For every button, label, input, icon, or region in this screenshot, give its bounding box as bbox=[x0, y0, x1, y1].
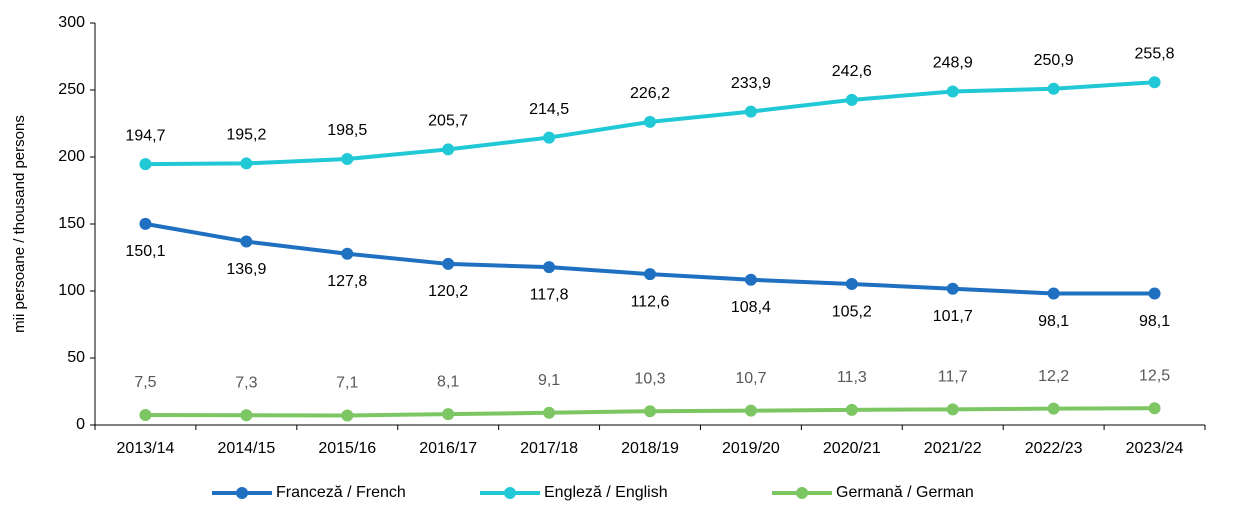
point bbox=[1047, 82, 1060, 95]
x-tick-label: 2014/15 bbox=[217, 440, 275, 457]
y-tick-label: 100 bbox=[58, 282, 85, 299]
data-label: 98,1 bbox=[1038, 313, 1069, 330]
x-tick-label: 2019/20 bbox=[722, 440, 780, 457]
series-line bbox=[145, 221, 1155, 296]
point bbox=[240, 157, 253, 170]
y-tick-label: 300 bbox=[58, 14, 85, 31]
x-tick-label: 2016/17 bbox=[419, 440, 477, 457]
point bbox=[744, 404, 757, 417]
point bbox=[744, 105, 757, 118]
x-tick-label: 2020/21 bbox=[823, 440, 881, 457]
legend-label: Franceză / French bbox=[276, 484, 406, 501]
data-label: 105,2 bbox=[832, 303, 872, 320]
point bbox=[946, 403, 959, 416]
data-label: 10,7 bbox=[735, 370, 766, 387]
data-label: 8,1 bbox=[437, 373, 459, 390]
legend-marker bbox=[236, 487, 248, 499]
data-label: 136,9 bbox=[226, 261, 266, 278]
point bbox=[1047, 402, 1060, 415]
point bbox=[644, 405, 656, 418]
x-tick-label: 2022/23 bbox=[1025, 440, 1083, 457]
data-label: 127,8 bbox=[327, 273, 367, 290]
data-label: 10,3 bbox=[634, 370, 665, 387]
point bbox=[543, 131, 556, 144]
data-label: 12,2 bbox=[1038, 368, 1069, 385]
x-tick-label: 2023/24 bbox=[1126, 440, 1184, 457]
point bbox=[341, 153, 354, 166]
y-axis-label: mii persoane / thousand persons bbox=[11, 115, 28, 333]
point bbox=[744, 273, 757, 286]
point bbox=[1148, 287, 1161, 300]
data-label: 150,1 bbox=[125, 243, 165, 260]
legend-marker bbox=[504, 487, 516, 499]
data-label: 226,2 bbox=[630, 85, 670, 102]
data-label: 7,3 bbox=[235, 374, 257, 391]
data-label: 11,7 bbox=[938, 369, 968, 386]
point bbox=[442, 143, 455, 156]
y-tick-label: 150 bbox=[58, 215, 85, 232]
point bbox=[946, 282, 959, 295]
data-label: 198,5 bbox=[327, 122, 367, 139]
y-tick-label: 200 bbox=[58, 148, 85, 165]
legend-label: Germană / German bbox=[836, 484, 974, 501]
point bbox=[139, 158, 152, 171]
point bbox=[240, 235, 253, 248]
x-tick-label: 2017/18 bbox=[520, 440, 578, 457]
data-label: 12,5 bbox=[1139, 367, 1170, 384]
data-label: 205,7 bbox=[428, 113, 468, 130]
point bbox=[1047, 287, 1060, 300]
data-label: 7,1 bbox=[336, 375, 358, 392]
x-tick-label: 2018/19 bbox=[621, 440, 679, 457]
data-label: 233,9 bbox=[731, 75, 771, 92]
point bbox=[644, 115, 656, 128]
data-label: 98,1 bbox=[1139, 313, 1170, 330]
y-tick-label: 50 bbox=[67, 349, 85, 366]
x-tick-label: 2021/22 bbox=[924, 440, 982, 457]
x-tick-label: 2015/16 bbox=[318, 440, 376, 457]
point bbox=[341, 247, 354, 260]
data-label: 120,2 bbox=[428, 283, 468, 300]
legend-marker bbox=[796, 487, 808, 499]
point bbox=[845, 403, 858, 416]
point bbox=[644, 268, 656, 281]
point bbox=[1148, 76, 1161, 89]
y-tick-label: 0 bbox=[76, 416, 85, 433]
data-label: 101,7 bbox=[933, 308, 973, 325]
point bbox=[139, 217, 152, 230]
data-label: 11,3 bbox=[837, 369, 867, 386]
data-label: 108,4 bbox=[731, 299, 771, 316]
data-label: 112,6 bbox=[631, 293, 670, 310]
data-label: 7,5 bbox=[134, 374, 156, 391]
data-label: 117,8 bbox=[530, 286, 569, 303]
data-label: 9,1 bbox=[538, 372, 560, 389]
legend-label: Engleză / English bbox=[544, 484, 668, 501]
point bbox=[946, 85, 959, 98]
data-label: 214,5 bbox=[529, 101, 569, 118]
point bbox=[543, 261, 556, 274]
data-label: 194,7 bbox=[125, 127, 165, 144]
y-tick-label: 250 bbox=[58, 81, 85, 98]
data-label: 250,9 bbox=[1034, 52, 1074, 69]
point bbox=[1148, 402, 1161, 415]
point bbox=[341, 409, 354, 422]
data-label: 242,6 bbox=[832, 63, 872, 80]
point bbox=[240, 409, 253, 422]
point bbox=[442, 408, 455, 421]
data-label: 195,2 bbox=[226, 127, 266, 144]
data-label: 255,8 bbox=[1135, 45, 1175, 62]
point bbox=[442, 257, 455, 270]
point bbox=[543, 406, 556, 419]
point bbox=[845, 93, 858, 106]
point bbox=[845, 278, 858, 291]
point bbox=[139, 408, 152, 421]
data-label: 248,9 bbox=[933, 55, 973, 72]
x-tick-label: 2013/14 bbox=[117, 440, 175, 457]
